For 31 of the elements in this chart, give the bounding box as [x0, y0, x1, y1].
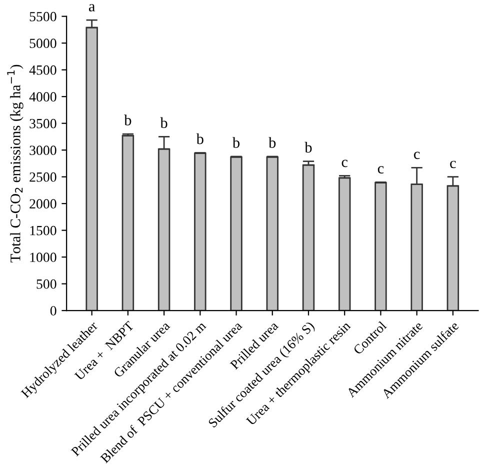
annotation: c	[342, 160, 348, 168]
annotation: a	[88, 4, 96, 12]
annotation: b	[304, 142, 312, 153]
annotation: b	[196, 133, 204, 144]
y-tick-label: 1000	[30, 252, 56, 262]
annotation: b	[160, 117, 168, 128]
annotation: c	[414, 152, 420, 160]
y-axis-title: Total C-CO$_{2}$ emissions (kg ha$^{−1}$)	[7, 64, 24, 262]
bar	[122, 134, 134, 311]
bar	[374, 182, 387, 311]
y-tick-label: 1500	[30, 226, 56, 236]
bar	[194, 152, 206, 311]
annotation: b	[124, 114, 132, 126]
annotation: b	[268, 137, 276, 148]
y-tick-label: 2000	[30, 199, 56, 209]
y-tick-label: 4000	[29, 92, 56, 102]
y-tick-label: 500	[36, 279, 56, 289]
y-tick-label: 5500	[30, 12, 56, 22]
y-tick-label: 2500	[30, 172, 56, 182]
y-tick-label: 0	[50, 306, 56, 316]
y-tick-label: 3000	[30, 146, 56, 156]
bar	[266, 156, 278, 311]
y-tick-label: 3500	[30, 118, 56, 128]
annotation: c	[378, 166, 384, 174]
bar	[338, 177, 351, 311]
y-tick-label: 5000	[30, 38, 56, 48]
bar	[230, 156, 242, 311]
bar	[302, 164, 315, 311]
annotation: c	[450, 160, 456, 168]
y-tick-label: 4500	[29, 65, 56, 75]
annotation: b	[232, 137, 240, 148]
